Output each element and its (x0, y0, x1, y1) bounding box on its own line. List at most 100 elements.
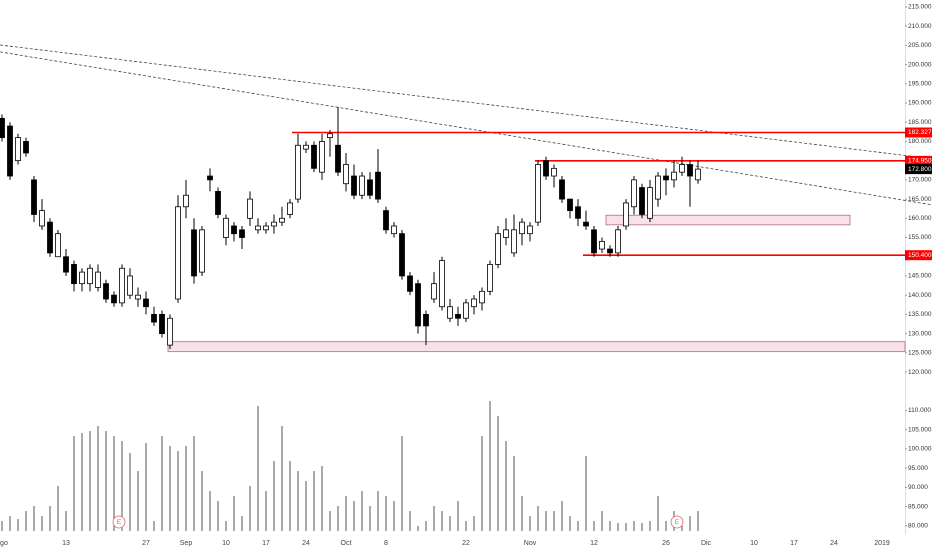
candle-body (575, 206, 581, 219)
event-label: E (675, 519, 680, 526)
candle-body (439, 260, 445, 308)
x-tick-label: Sep (180, 540, 193, 547)
candle-body (55, 233, 61, 258)
candle-body (7, 125, 13, 177)
x-tick-label: 26 (662, 540, 670, 547)
candle-body (527, 225, 533, 235)
candle-body (71, 264, 77, 285)
y-tick-label: 90.000 (908, 484, 928, 491)
candle-body (383, 210, 389, 231)
candle-body (23, 141, 29, 154)
candle-body (103, 283, 109, 300)
event-marker (670, 515, 684, 529)
candle-body (39, 210, 45, 227)
y-tick-label: 165.000 (908, 196, 932, 203)
candle-body (47, 221, 53, 254)
event-marker (112, 515, 126, 529)
candle-body (367, 179, 373, 196)
candle-body (511, 229, 517, 254)
candle-body (479, 290, 485, 304)
candle-body (319, 141, 325, 173)
candle-body (463, 302, 469, 319)
candle-body (487, 264, 493, 292)
candle-body (679, 164, 685, 173)
candle-body (631, 179, 637, 208)
y-tick-label: 135.000 (908, 311, 932, 318)
level-tag (905, 250, 932, 261)
candle-body (159, 313, 165, 335)
zone (605, 214, 851, 226)
candle-body (407, 275, 413, 292)
y-tick-label: 85.000 (908, 503, 928, 510)
trendline (0, 51, 932, 206)
candle-body (607, 248, 613, 254)
candle-body (415, 283, 421, 327)
candle-body (183, 194, 189, 208)
x-tick-label: 2019 (874, 540, 890, 547)
candle-body (95, 271, 101, 288)
candle-body (343, 164, 349, 185)
candle-body (639, 187, 645, 215)
candle-body (207, 175, 213, 181)
x-tick-label: Nov (524, 540, 537, 547)
candle-body (615, 229, 621, 254)
candle-body (559, 179, 565, 200)
y-tick-label: 110.000 (908, 407, 931, 414)
candle-body (119, 267, 125, 304)
y-tick-label: 215.000 (908, 4, 932, 11)
x-tick-label: 10 (750, 540, 758, 547)
candle-body (31, 179, 37, 215)
candle-body (551, 167, 557, 177)
y-tick-label: 170.000 (908, 177, 932, 184)
candle-body (351, 175, 357, 196)
candle-body (127, 275, 133, 296)
candle-body (591, 229, 597, 254)
candle-body (175, 206, 181, 300)
candle-body (327, 133, 333, 138)
y-tick-label: 145.000 (908, 273, 932, 280)
y-tick-label: 180.000 (908, 138, 932, 145)
x-tick-label: 8 (384, 540, 388, 547)
candle-body (655, 175, 661, 200)
x-tick-label: 24 (830, 540, 838, 547)
candle-body (431, 283, 437, 300)
y-tick-label: 80.000 (908, 522, 928, 529)
x-tick-label: Dic (701, 540, 712, 547)
candle-body (519, 221, 525, 235)
y-tick-label: 155.000 (908, 234, 932, 241)
candle-body (295, 144, 301, 200)
candle-body (599, 240, 605, 250)
y-tick-label: 100.000 (908, 446, 932, 453)
y-tick-label: 195.000 (908, 81, 932, 88)
y-tick-label: 205.000 (908, 42, 932, 49)
y-tick-label: 210.000 (908, 23, 932, 30)
candle-body (151, 313, 157, 323)
candle-body (231, 225, 237, 235)
candle-body (663, 175, 669, 181)
x-tick-label: 22 (462, 540, 470, 547)
y-tick-label: 200.000 (908, 61, 932, 68)
y-tick-label: 105.000 (908, 426, 932, 433)
candle-body (247, 198, 253, 219)
x-tick-label: 17 (262, 540, 270, 547)
x-tick-label: 24 (302, 540, 310, 547)
candle-body (79, 271, 85, 285)
level-tag (905, 127, 932, 138)
y-tick-label: 185.000 (908, 119, 932, 126)
candle-body (399, 233, 405, 277)
candle-body (543, 160, 549, 177)
y-tick-label: 130.000 (908, 330, 932, 337)
candle-body (0, 117, 5, 138)
y-tick-label: 120.000 (908, 369, 932, 376)
candle-body (671, 171, 677, 181)
y-tick-label: 125.000 (908, 350, 932, 357)
candle-body (567, 198, 573, 212)
y-tick-label: 190.000 (908, 100, 932, 107)
candle-body (167, 317, 173, 346)
candle-body (223, 217, 229, 238)
candle-body (391, 225, 397, 235)
candle-body (263, 225, 269, 231)
level-tag (905, 155, 932, 166)
last-price-tag (905, 164, 932, 175)
